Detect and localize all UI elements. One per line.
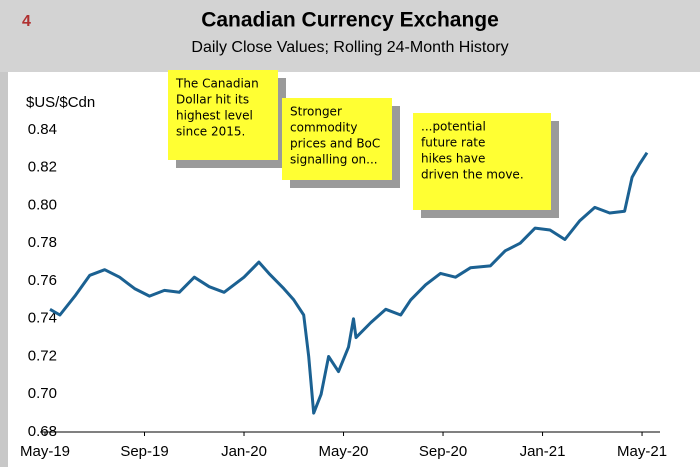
x-tick-label: May-19 (20, 443, 70, 460)
annotation-text: driven the move. (421, 168, 524, 182)
annotation-box (282, 98, 392, 180)
annotation-text: signalling on... (290, 153, 378, 167)
y-tick-label: 0.80 (28, 196, 57, 213)
x-tick-label: Jan-20 (221, 443, 267, 460)
chart-subtitle: Daily Close Values; Rolling 24-Month His… (191, 39, 508, 56)
page-number: 4 (22, 13, 31, 30)
annotation: Stronger commodity prices and BoC signallin… (282, 98, 400, 188)
left-strip (0, 72, 8, 467)
y-tick-label: 0.74 (28, 310, 57, 327)
annotation-box (168, 70, 278, 160)
y-tick-label: 0.72 (28, 347, 57, 364)
annotation-text: commodity (290, 121, 357, 135)
y-tick-label: 0.76 (28, 272, 57, 289)
y-tick-label: 0.82 (28, 159, 57, 176)
y-tick-label: 0.68 (28, 423, 57, 440)
x-tick-label: Sep-19 (120, 443, 168, 460)
annotation-text: ...potential (421, 120, 486, 134)
x-tick-label: May-21 (617, 443, 667, 460)
annotation-text: Stronger (290, 105, 342, 119)
annotation-text: hikes have (421, 152, 485, 166)
annotation-text: Dollar hit its (176, 93, 249, 107)
x-tick-label: Sep-20 (419, 443, 467, 460)
annotation-text: prices and BoC (290, 137, 380, 151)
y-tick-label: 0.70 (28, 385, 57, 402)
chart-title: Canadian Currency Exchange (201, 9, 499, 32)
y-tick-label: 0.84 (28, 121, 57, 138)
annotation-text: since 2015. (176, 125, 245, 139)
annotation-text: future rate (421, 136, 485, 150)
header-band (0, 0, 700, 72)
y-axis-label: $US/$Cdn (26, 94, 95, 111)
x-tick-label: Jan-21 (520, 443, 566, 460)
annotation: ...potential future rate hikes have driven … (413, 113, 559, 218)
x-tick-label: May-20 (319, 443, 369, 460)
annotation-box (413, 113, 551, 210)
annotation-text: highest level (176, 109, 253, 123)
annotation-text: The Canadian (175, 77, 259, 91)
exchange-line (49, 151, 649, 415)
annotation: The Canadian Dollar hit its highest level s… (168, 70, 286, 168)
y-tick-label: 0.78 (28, 234, 57, 251)
